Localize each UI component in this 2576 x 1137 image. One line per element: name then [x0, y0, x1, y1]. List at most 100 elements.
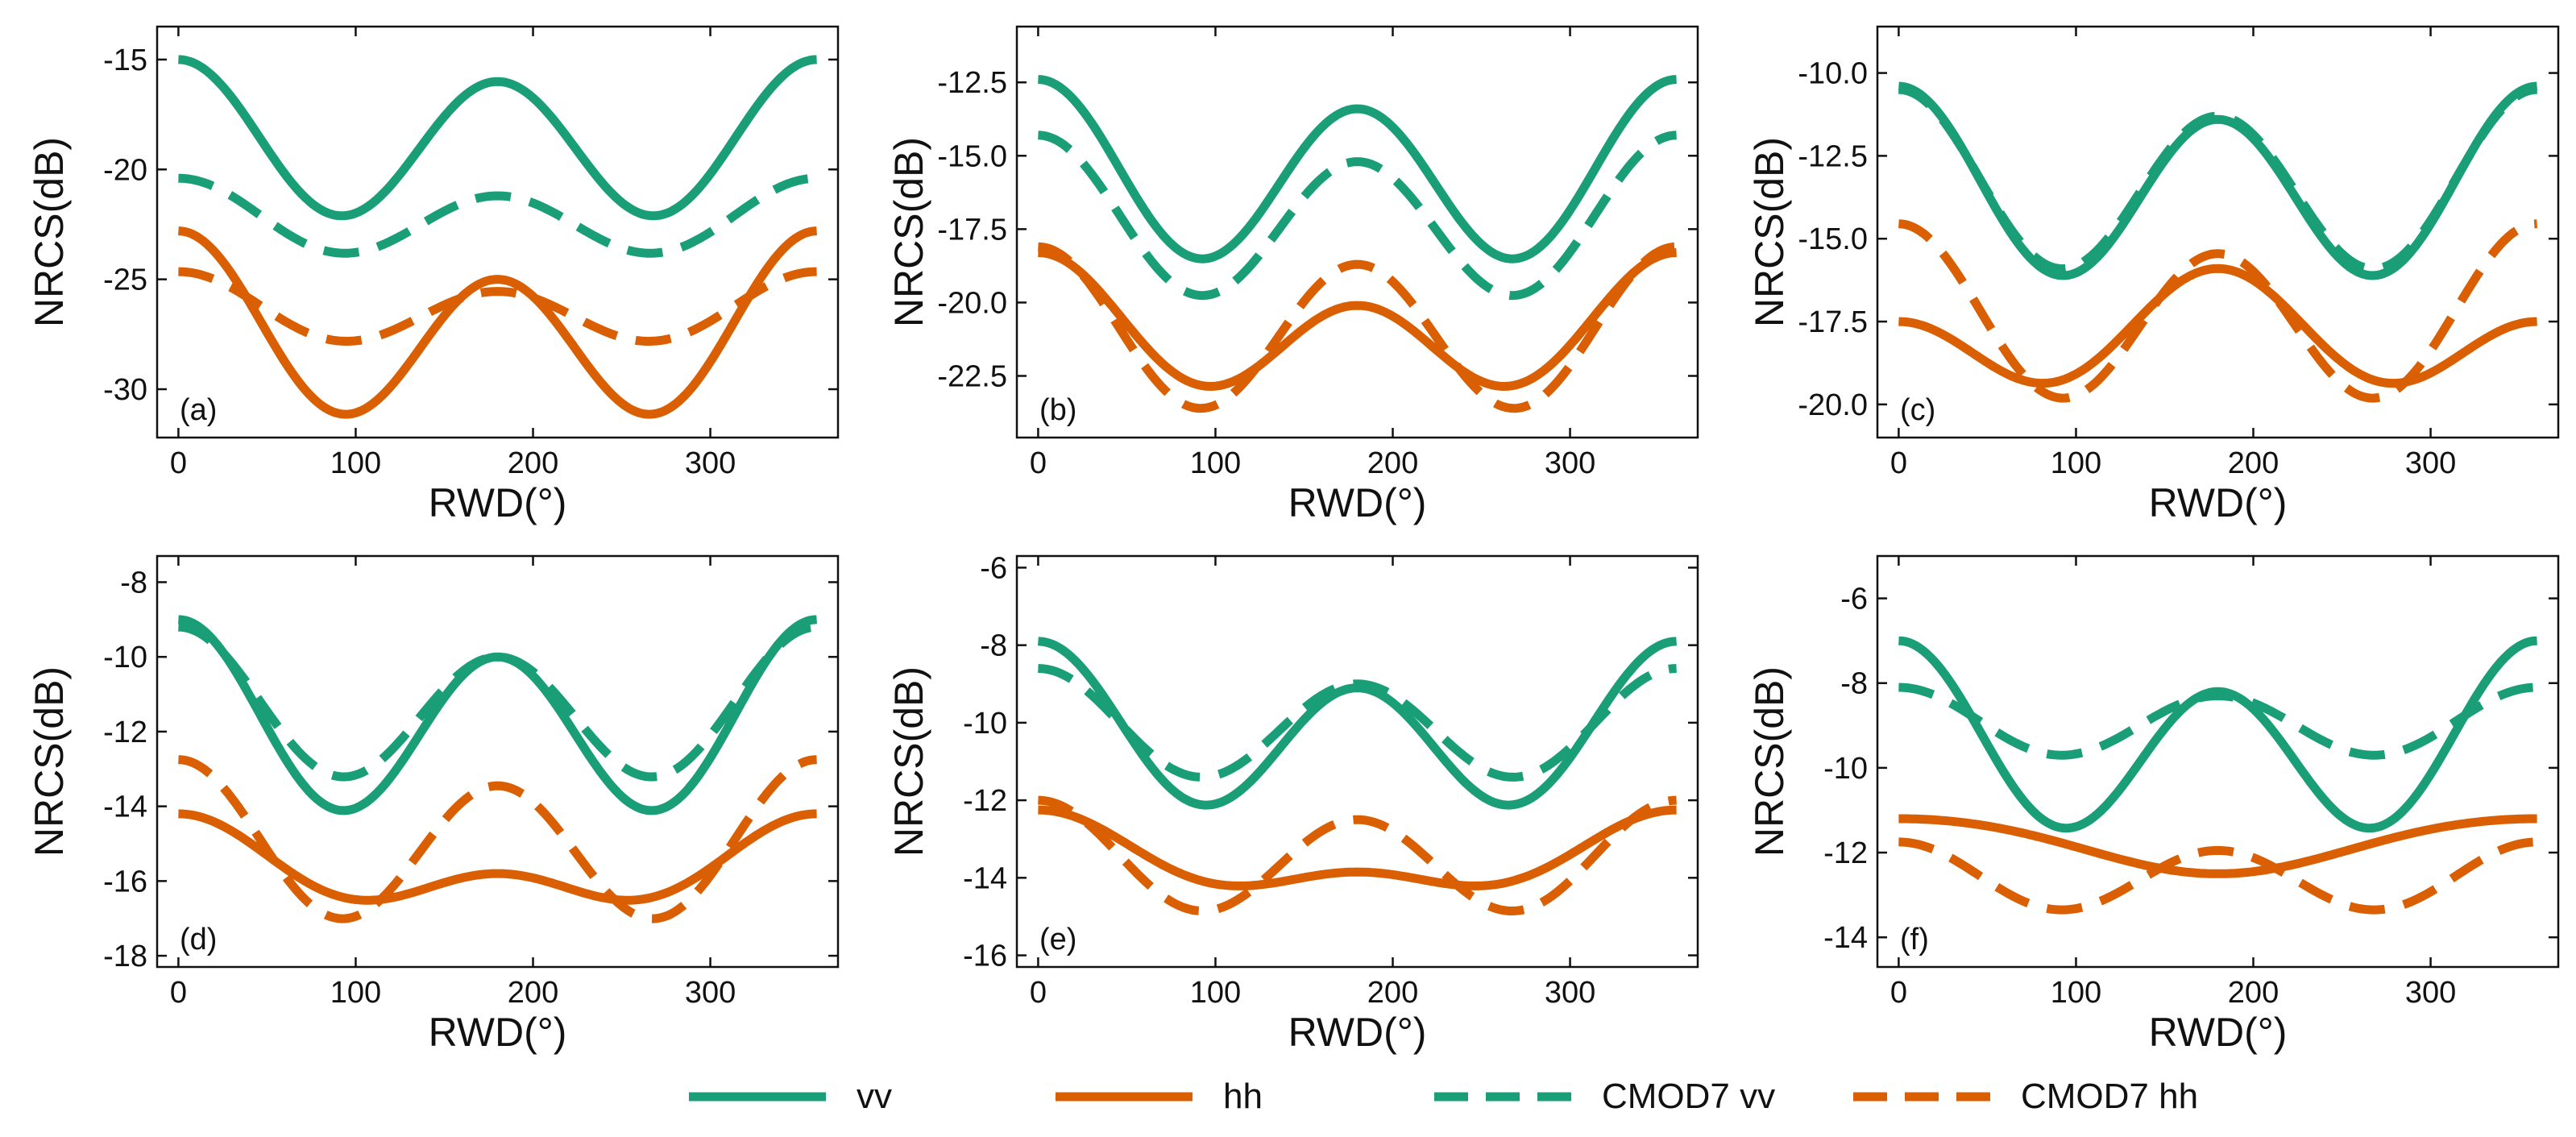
panel-a-xtick-label: 300 [685, 446, 736, 480]
legend: vv hh CMOD7 vv CMOD7 hh [0, 1060, 2576, 1133]
panel-b-xtick-label: 200 [1367, 446, 1418, 480]
panel-a-line-vv [177, 55, 818, 221]
panel-a-line-cmod7-vv [177, 173, 818, 258]
panel-a-xtick-label: 200 [508, 446, 558, 480]
panel-e-series [1037, 637, 1678, 915]
panel-b-line-vv [1037, 75, 1678, 264]
panel-c-ytick-label: -12.5 [1798, 139, 1868, 173]
legend-swatch-hh [1056, 1092, 1193, 1102]
panel-e-ytick-label: -12 [963, 784, 1007, 818]
panel-c-frame [1876, 25, 2560, 439]
panel-e-ytick-label: -8 [980, 629, 1007, 663]
panel-e-label: (e) [1039, 923, 1076, 956]
panel-a-ytick-label: -15 [103, 44, 147, 77]
panel-a-ytick-label: -30 [103, 373, 147, 407]
panel-f-ytick-label: -12 [1823, 836, 1868, 870]
panel-d: 0 100 200 300 -8 -10 -12 -14 -16 -18 RWD(°) NRCS(dB… [27, 554, 840, 1055]
panel-a-ytick-label: -25 [103, 264, 147, 297]
panel-b-ytick-label: -17.5 [937, 213, 1007, 247]
panel-f-xtick-label: 200 [2228, 976, 2279, 1010]
panel-b-frame [1015, 25, 1699, 439]
panel-a: 0 100 200 300 -15 -20 -25 -30 RWD(°) NRCS(dB) (a) [27, 25, 840, 525]
panel-f-xtick-label: 100 [2051, 976, 2101, 1010]
panel-f: 0 100 200 300 -6 -8 -10 -12 -14 RWD(°) NRCS(dB) (f) [1747, 554, 2560, 1055]
panel-c-line-vv [1898, 81, 2538, 280]
panel-c-line-cmod7-vv [1898, 85, 2538, 274]
panel-b-xtick-label: 100 [1190, 446, 1241, 480]
panel-a-xtick-label: 100 [330, 446, 381, 480]
panel-b-ytick-label: -15.0 [937, 139, 1007, 173]
panel-d-xlabel: RWD(°) [429, 1010, 567, 1055]
panel-b-line-cmod7-vv [1037, 131, 1678, 301]
panel-d-xtick-label: 300 [685, 976, 736, 1010]
panel-a-xlabel: RWD(°) [429, 480, 567, 525]
panel-b-xtick-label: 0 [1030, 446, 1047, 480]
panel-e-xtick-label: 100 [1190, 976, 1241, 1010]
panel-d-frame [156, 554, 840, 969]
panel-f-line-cmod7-vv [1898, 683, 2538, 760]
panel-d-line-cmod7-vv [177, 622, 818, 782]
panel-b-xlabel: RWD(°) [1288, 480, 1427, 525]
panel-f-ytick-label: -6 [1840, 583, 1868, 616]
panel-f-line-cmod7-hh [1898, 837, 2538, 915]
legend-item-vv: vv [689, 1060, 892, 1133]
panel-a-line-hh [177, 226, 818, 419]
panel-e-line-hh [1037, 805, 1678, 890]
panel-a-xtick-label: 0 [170, 446, 187, 480]
panel-f-line-vv [1898, 636, 2538, 833]
panel-a-frame [156, 25, 840, 439]
panel-f-ytick-label: -10 [1823, 752, 1868, 786]
panel-c-ytick-label: -17.5 [1798, 305, 1868, 339]
panel-d-line-cmod7-hh [177, 755, 818, 923]
panel-e-ytick-label: -16 [963, 940, 1007, 973]
panel-b-ytick-label: -22.5 [937, 360, 1007, 394]
panel-c-xlabel: RWD(°) [2149, 480, 2288, 525]
panel-d-xtick-label: 200 [508, 976, 558, 1010]
legend-item-cmod7-vv: CMOD7 vv [1434, 1060, 1775, 1133]
legend-swatch-vv [689, 1092, 826, 1102]
panel-c-ytick-label: -15.0 [1798, 222, 1868, 256]
panel-f-xtick-label: 300 [2405, 976, 2456, 1010]
panel-a-series [177, 55, 818, 419]
panel-e-line-vv [1037, 637, 1678, 810]
panel-f-xlabel: RWD(°) [2149, 1010, 2288, 1055]
legend-item-cmod7-hh: CMOD7 hh [1853, 1060, 2198, 1133]
panel-d-ytick-label: -12 [103, 716, 147, 749]
panel-e-line-cmod7-vv [1037, 664, 1678, 782]
panel-e-ytick-label: -6 [980, 551, 1007, 585]
panel-e-ytick-label: -14 [963, 861, 1007, 895]
panel-b-ytick-label: -20.0 [937, 286, 1007, 320]
panel-f-label: (f) [1900, 923, 1929, 956]
panel-e-xtick-label: 200 [1367, 976, 1418, 1010]
panel-f-xtick-label: 0 [1890, 976, 1907, 1010]
legend-label-cmod7-vv: CMOD7 vv [1602, 1077, 1776, 1116]
panel-c-ytick-label: -20.0 [1798, 388, 1868, 422]
panel-c-xtick-label: 0 [1890, 446, 1907, 480]
legend-item-hh: hh [1056, 1060, 1263, 1133]
panel-b-xtick-label: 300 [1545, 446, 1595, 480]
panel-c-ylabel: NRCS(dB) [1747, 137, 1792, 327]
panel-e-frame [1015, 554, 1699, 969]
panel-b-line-cmod7-hh [1037, 242, 1678, 413]
panel-d-ytick-label: -18 [103, 940, 147, 973]
panel-d-xtick-label: 0 [170, 976, 187, 1010]
legend-swatch-cmod7-hh [1853, 1092, 1990, 1102]
panel-b: 0 100 200 300 -12.5 -15.0 -17.5 -20.0 -22.5 RWD(°… [886, 25, 1699, 525]
legend-label-vv: vv [857, 1077, 892, 1116]
legend-label-cmod7-hh: CMOD7 hh [2021, 1077, 2199, 1116]
panel-a-ylabel: NRCS(dB) [27, 137, 72, 327]
panel-d-line-vv [177, 615, 818, 815]
panel-f-frame [1876, 554, 2560, 969]
panel-c-xtick-label: 300 [2405, 446, 2456, 480]
panel-e-ytick-label: -10 [963, 707, 1007, 741]
panel-f-ytick-label: -8 [1840, 667, 1868, 701]
panel-c-ytick-label: -10.0 [1798, 57, 1868, 91]
panel-d-ytick-label: -8 [120, 566, 147, 600]
panel-f-line-hh [1898, 814, 2538, 878]
panel-c-xtick-label: 100 [2051, 446, 2101, 480]
panel-e-xtick-label: 300 [1545, 976, 1595, 1010]
panel-c-xtick-label: 200 [2228, 446, 2279, 480]
panel-d-xtick-label: 100 [330, 976, 381, 1010]
panel-e-xtick-label: 0 [1030, 976, 1047, 1010]
